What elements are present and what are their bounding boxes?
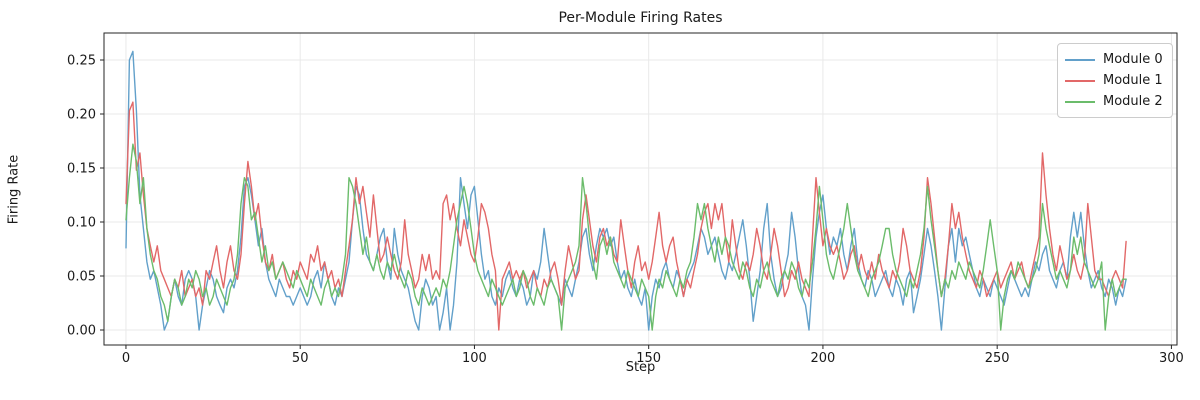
series-line-module-2	[125, 143, 1127, 331]
legend-label-module-2: Module 2	[1103, 94, 1163, 109]
x-tick-label: 50	[292, 351, 309, 366]
legend-line-module-2-icon	[1065, 100, 1095, 103]
legend-entry-module-1: Module 1	[1065, 70, 1164, 91]
x-tick-label: 200	[811, 351, 836, 366]
x-tick-label: 250	[985, 351, 1010, 366]
legend-label-module-1: Module 1	[1103, 73, 1163, 88]
legend: Module 0 Module 1 Module 2	[1057, 43, 1173, 118]
x-axis-label: Step	[625, 360, 656, 375]
y-tick-label: 0.15	[67, 161, 96, 176]
y-tick-label: 0.10	[67, 215, 96, 230]
x-tick-label: 0	[122, 351, 130, 366]
y-tick-label: 0.25	[67, 53, 96, 68]
legend-line-module-1-icon	[1065, 79, 1095, 82]
x-tick-label: 150	[636, 351, 661, 366]
axes-frame	[103, 32, 1178, 346]
y-tick-label: 0.00	[67, 323, 96, 338]
x-tick-label: 100	[462, 351, 487, 366]
y-tick-label: 0.05	[67, 269, 96, 284]
y-tick-label: 0.20	[67, 107, 96, 122]
legend-entry-module-2: Module 2	[1065, 91, 1164, 112]
legend-label-module-0: Module 0	[1103, 52, 1163, 67]
legend-entry-module-0: Module 0	[1065, 49, 1164, 70]
chart-title: Per-Module Firing Rates	[558, 10, 723, 26]
legend-line-module-0-icon	[1065, 58, 1095, 61]
series-line-module-1	[125, 101, 1127, 331]
x-tick-label: 300	[1159, 351, 1184, 366]
